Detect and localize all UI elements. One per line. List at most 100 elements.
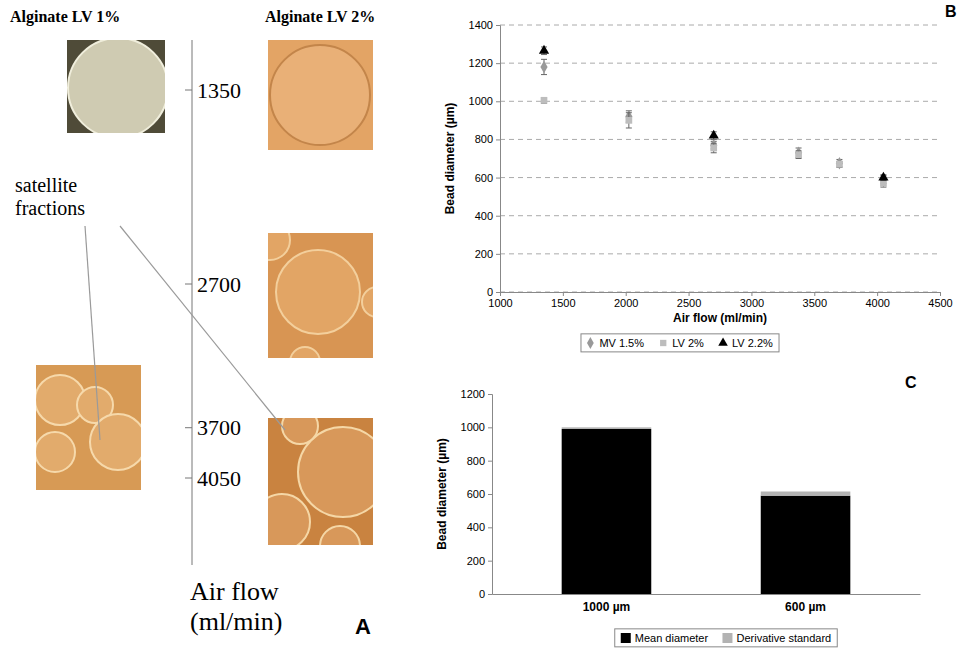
legend-swatch bbox=[621, 633, 631, 643]
tick-label: 200 bbox=[467, 555, 485, 567]
axis-title: Air flow (ml/min) bbox=[673, 311, 767, 325]
tick-label: 1000 µm bbox=[583, 600, 631, 614]
grid-line bbox=[500, 215, 940, 216]
panel-letter: C bbox=[905, 374, 917, 391]
tick: 1500 bbox=[551, 292, 575, 309]
tick-label: 3000 bbox=[740, 297, 764, 309]
bead bbox=[290, 347, 320, 358]
tick-mark bbox=[689, 292, 690, 296]
legend-label: LV 2% bbox=[672, 337, 704, 349]
error-cap bbox=[541, 59, 547, 60]
legend-swatch bbox=[722, 633, 732, 643]
series bbox=[562, 427, 851, 495]
tick-label: 1000 bbox=[488, 297, 512, 309]
grid-line bbox=[500, 101, 940, 102]
bead bbox=[268, 494, 310, 545]
tick: 200 bbox=[475, 248, 500, 260]
point bbox=[795, 147, 802, 159]
axis-line bbox=[501, 293, 941, 297]
axis-title-line: (ml/min) bbox=[190, 607, 282, 636]
error-bar bbox=[880, 179, 886, 187]
tick: 0 bbox=[479, 588, 492, 600]
tick-label: 4050 bbox=[197, 466, 241, 491]
column-head: Alginate LV 1% bbox=[10, 8, 120, 26]
tick-label: 600 bbox=[467, 488, 485, 500]
tick-label: 1500 bbox=[551, 297, 575, 309]
grid-line bbox=[500, 253, 940, 254]
tick-mark bbox=[496, 178, 500, 179]
tick-mark bbox=[563, 292, 564, 296]
tick bbox=[185, 90, 192, 91]
legend-swatch bbox=[660, 340, 666, 346]
legend-label: Mean diameter bbox=[635, 632, 709, 644]
tick-mark bbox=[877, 292, 878, 296]
axis-title: Bead diameter (µm) bbox=[435, 438, 449, 550]
error-cap bbox=[711, 143, 717, 144]
tick: 3500 bbox=[803, 292, 827, 309]
tick-label: 600 µm bbox=[785, 600, 826, 614]
bead bbox=[276, 250, 360, 334]
error-cap bbox=[541, 54, 547, 55]
point bbox=[709, 130, 719, 139]
legend: MV 1.5%LV 2%LV 2.2% bbox=[581, 334, 779, 352]
tick: 1200 bbox=[461, 388, 492, 400]
bead bbox=[68, 40, 165, 133]
y-axis: 0200400600800100012001400 bbox=[469, 19, 501, 298]
tick-label: 4500 bbox=[928, 297, 952, 309]
x-axis: 1000 µm 600 µm bbox=[493, 594, 921, 614]
panel-b: 1000150020002500300035004000450002004006… bbox=[443, 3, 957, 352]
leader-line bbox=[85, 226, 100, 440]
photo-ground bbox=[268, 40, 373, 150]
panel-letter: A bbox=[355, 614, 371, 639]
point bbox=[710, 139, 717, 151]
legend-label: LV 2.2% bbox=[732, 337, 773, 349]
tick-label: 800 bbox=[475, 133, 493, 145]
photo bbox=[268, 418, 373, 545]
point bbox=[878, 172, 888, 181]
tick-label: 1400 bbox=[469, 19, 493, 31]
tick: 2500 bbox=[677, 292, 701, 309]
tick: 400 bbox=[467, 521, 492, 533]
legend-box bbox=[581, 334, 779, 352]
legend-swatch bbox=[718, 337, 728, 345]
tick: 600 µm bbox=[785, 594, 826, 614]
error-bar bbox=[626, 113, 632, 128]
tick-label: 3500 bbox=[803, 297, 827, 309]
axis-line bbox=[493, 594, 921, 595]
grid-line bbox=[500, 177, 940, 178]
tick-mark bbox=[488, 527, 492, 528]
error-bar bbox=[541, 97, 547, 103]
error-cap bbox=[796, 150, 802, 151]
tick-label: 800 bbox=[467, 455, 485, 467]
tick: 1000 bbox=[469, 95, 500, 107]
tick: 1000 µm bbox=[583, 594, 631, 614]
photo bbox=[268, 40, 373, 150]
series bbox=[541, 97, 887, 187]
grid-line bbox=[500, 25, 940, 26]
tick-label: 600 bbox=[475, 172, 493, 184]
error-bar bbox=[541, 59, 547, 74]
tick-mark bbox=[488, 427, 492, 428]
tick-mark bbox=[751, 292, 752, 296]
tick: 1000 bbox=[461, 421, 492, 433]
panel-c: 0 200 400 600 800 1000 1200 1000 µm 600 µm Bead d… bbox=[435, 374, 921, 647]
series bbox=[539, 45, 889, 181]
axis-line bbox=[192, 40, 193, 565]
tick-mark bbox=[496, 101, 500, 102]
bar bbox=[562, 427, 652, 429]
tick-mark bbox=[814, 292, 815, 296]
tick-label: 1350 bbox=[197, 78, 241, 103]
point bbox=[710, 145, 717, 152]
legend: Mean diameterDerivative standard bbox=[615, 629, 837, 647]
bead bbox=[36, 432, 75, 472]
tick: 0 bbox=[487, 286, 500, 298]
tick-mark bbox=[488, 394, 492, 395]
tick-mark bbox=[496, 139, 500, 140]
tick-mark bbox=[496, 63, 500, 64]
axis-title: Bead diameter (µm) bbox=[443, 103, 457, 215]
tick: 600 bbox=[475, 172, 500, 184]
tick: 600 bbox=[467, 488, 492, 500]
bar bbox=[761, 496, 851, 594]
grid-line bbox=[500, 63, 940, 64]
tick-label: 0 bbox=[487, 286, 493, 298]
